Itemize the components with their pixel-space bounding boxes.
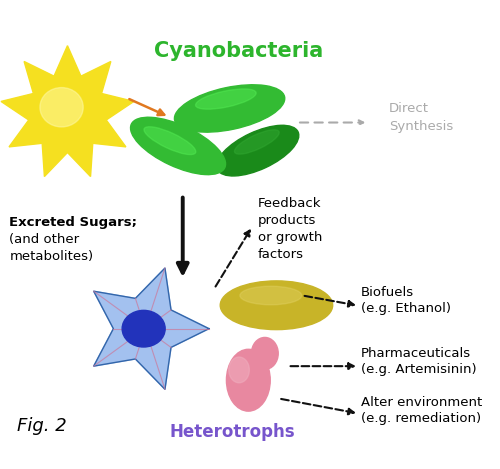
Ellipse shape [196,89,256,109]
Text: Excreted Sugars;: Excreted Sugars; [10,216,138,229]
Text: Pharmaceuticals
(e.g. Artemisinin): Pharmaceuticals (e.g. Artemisinin) [361,347,476,376]
Text: Alter environment
(e.g. remediation): Alter environment (e.g. remediation) [361,396,482,425]
Ellipse shape [216,125,299,176]
Text: Cyanobacteria: Cyanobacteria [154,41,324,61]
Ellipse shape [220,281,332,330]
Text: (and other
metabolites): (and other metabolites) [10,233,94,263]
Text: Biofuels
(e.g. Ethanol): Biofuels (e.g. Ethanol) [361,286,451,315]
Ellipse shape [40,88,83,127]
Polygon shape [94,268,209,389]
Text: Direct
Synthesis: Direct Synthesis [389,102,453,133]
Ellipse shape [240,286,302,305]
Text: Heterotrophs: Heterotrophs [170,423,295,441]
Ellipse shape [174,85,285,132]
Ellipse shape [130,117,226,174]
Text: Fig. 2: Fig. 2 [17,416,66,435]
Ellipse shape [144,127,196,155]
Ellipse shape [234,130,279,154]
Ellipse shape [122,310,165,347]
Ellipse shape [252,337,278,370]
Ellipse shape [228,357,250,383]
Ellipse shape [226,349,270,411]
Polygon shape [1,45,134,176]
Text: Feedback
products
or growth
factors: Feedback products or growth factors [258,197,322,262]
